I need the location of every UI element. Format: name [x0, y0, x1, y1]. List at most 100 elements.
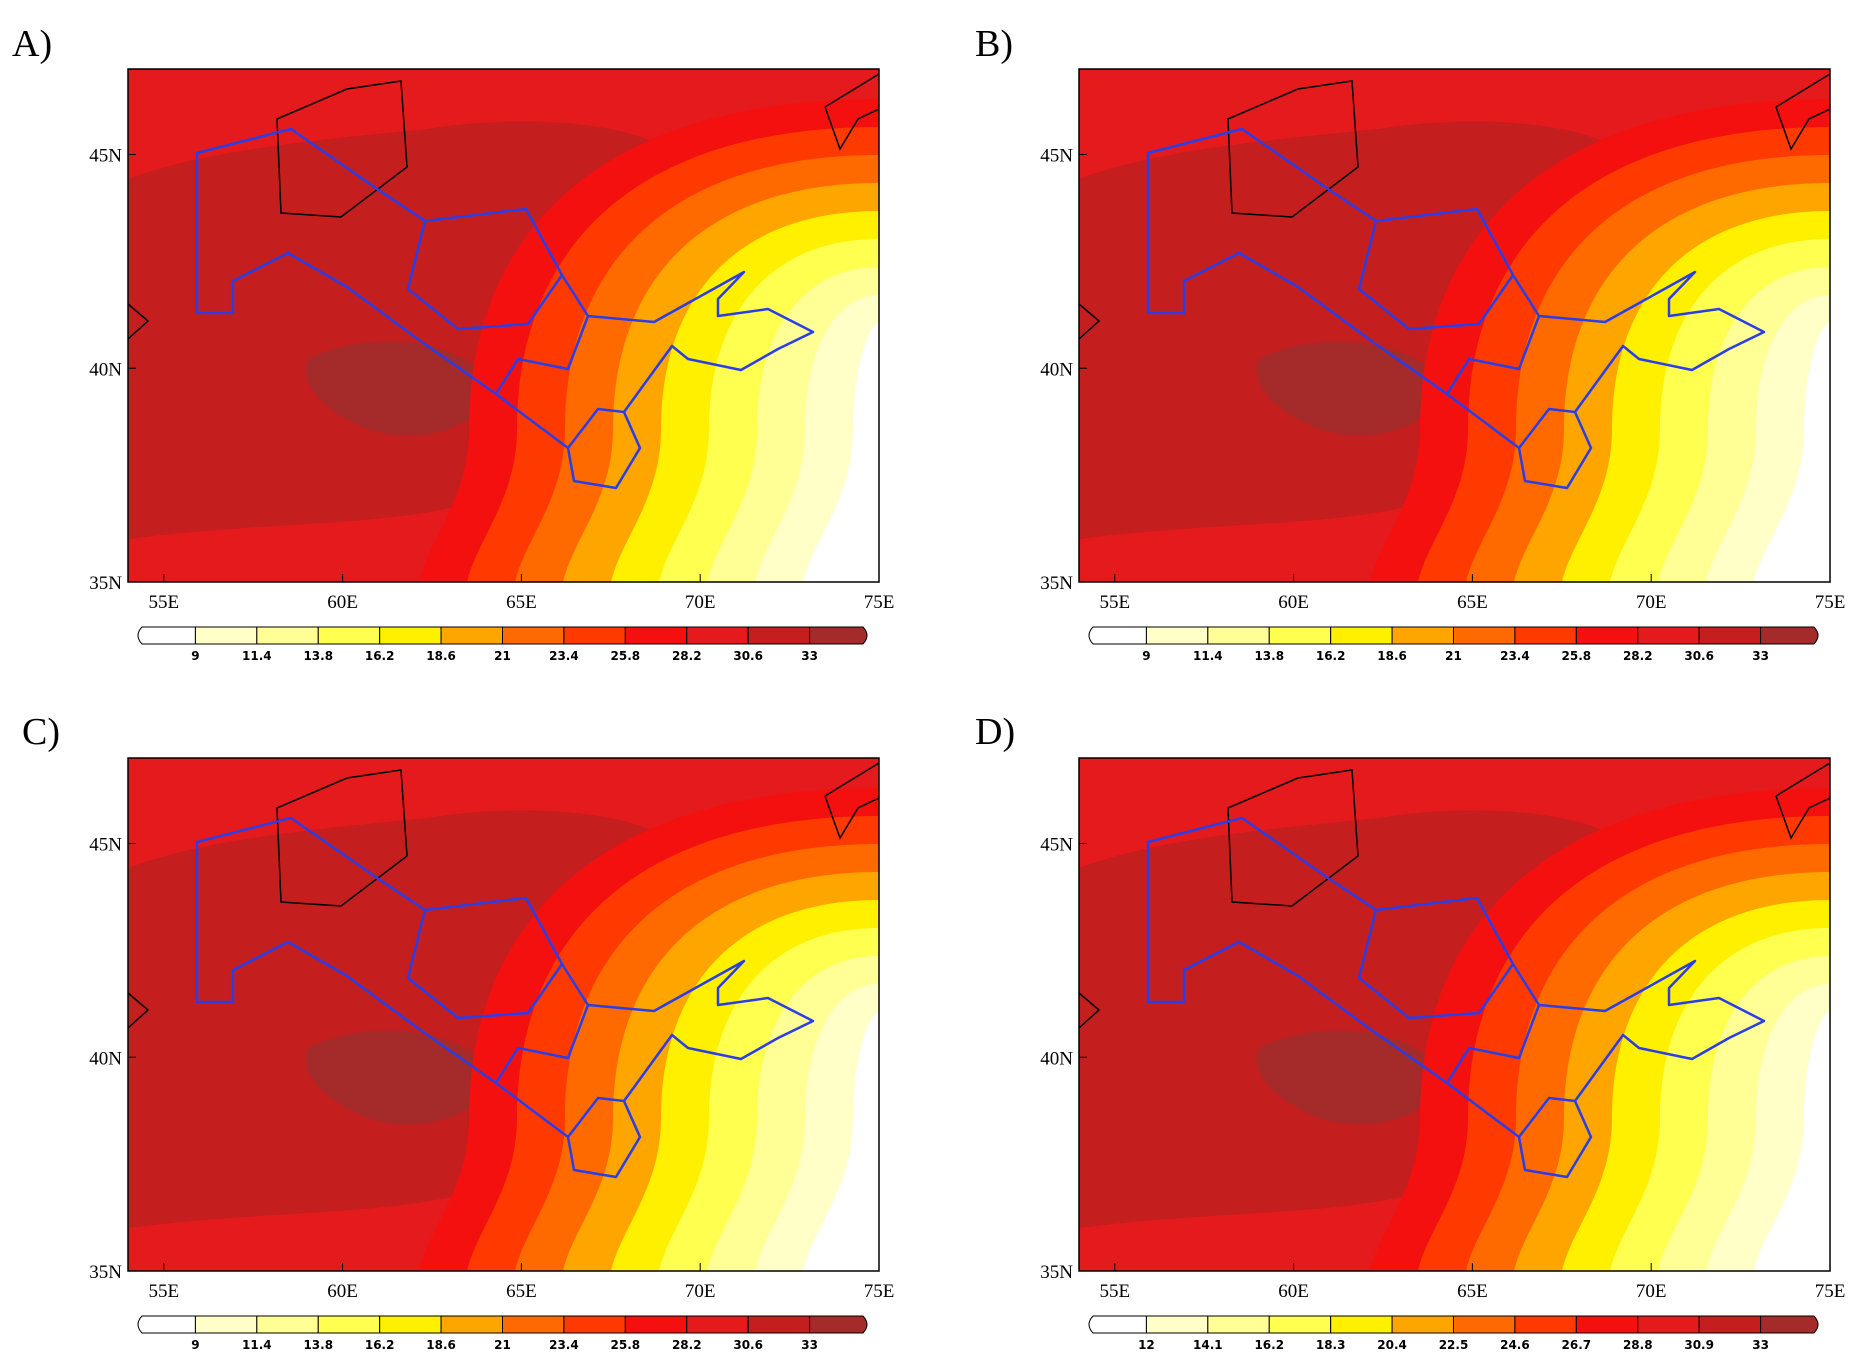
colorbar-end — [1088, 1315, 1147, 1334]
colorbar-end — [137, 626, 196, 645]
y-tick-label: 45N — [89, 835, 122, 856]
map-field — [128, 758, 879, 1271]
colorbar-label: 9 — [191, 649, 199, 663]
colorbar-box — [747, 626, 811, 645]
colorbar-label: 30.6 — [733, 1338, 763, 1352]
colorbar-box — [379, 1315, 442, 1334]
colorbar-label: 33 — [801, 1338, 818, 1352]
colorbar-end — [809, 1315, 868, 1334]
panel-label: A) — [12, 23, 52, 65]
colorbar-end — [1760, 1315, 1819, 1334]
colorbar-box — [256, 626, 319, 645]
colorbar-label: 9 — [1142, 649, 1150, 663]
colorbar-box — [686, 626, 749, 645]
colorbar-box — [1145, 1315, 1209, 1334]
x-tick-label: 60E — [1278, 1281, 1309, 1302]
colorbar-label: 13.8 — [1254, 649, 1284, 663]
colorbar-label: 13.8 — [303, 649, 333, 663]
colorbar-box — [317, 626, 381, 645]
colorbar-label: 33 — [1752, 649, 1769, 663]
country-border — [128, 762, 879, 1029]
y-tick-label: 35N — [1040, 573, 1073, 594]
field-band — [803, 323, 879, 582]
colorbar-label: 23.4 — [549, 1338, 579, 1352]
colorbar-box — [747, 1315, 811, 1334]
map-panel: 55E 60E 65E 70E 75E 35N 40N 45N 9 11.4 13.8 16.2 18.… — [89, 68, 895, 663]
colorbar-label: 11.4 — [242, 649, 272, 663]
field-highest — [305, 341, 489, 436]
x-tick-label: 55E — [1099, 1281, 1130, 1302]
y-tick-label: 45N — [89, 146, 122, 167]
colorbar-box — [1268, 626, 1332, 645]
region-border — [195, 816, 815, 1179]
colorbar-label: 25.8 — [1562, 649, 1592, 663]
colorbar-label: 18.6 — [426, 1338, 456, 1352]
colorbar-label: 30.6 — [733, 649, 763, 663]
colorbar-label: 16.2 — [365, 1338, 395, 1352]
x-tick-label: 65E — [1457, 1281, 1488, 1302]
region-border — [1146, 127, 1766, 490]
colorbar-label: 28.2 — [672, 1338, 702, 1352]
x-tick-label: 65E — [506, 592, 537, 613]
colorbar-label: 28.2 — [672, 649, 702, 663]
country-border — [128, 73, 879, 340]
colorbar-end — [1760, 626, 1819, 645]
colorbar-box — [624, 626, 688, 645]
y-tick-label: 40N — [1040, 1048, 1073, 1069]
colorbar-label: 23.4 — [549, 649, 579, 663]
colorbar-box — [1698, 626, 1762, 645]
colorbar-label: 33 — [1752, 1338, 1769, 1352]
y-tick-label: 45N — [1040, 835, 1073, 856]
colorbar-label: 16.2 — [1254, 1338, 1284, 1352]
x-tick-label: 55E — [148, 1281, 179, 1302]
x-tick-label: 65E — [1457, 592, 1488, 613]
colorbar-box — [1207, 1315, 1270, 1334]
colorbar-box — [1391, 1315, 1455, 1334]
colorbar-box — [563, 626, 626, 645]
colorbar-box — [1268, 1315, 1332, 1334]
country-border — [1079, 762, 1830, 1029]
y-tick-label: 45N — [1040, 146, 1073, 167]
plot-frame — [127, 68, 880, 583]
colorbar-box — [1145, 626, 1209, 645]
colorbar-box — [1453, 626, 1516, 645]
y-tick-label: 35N — [89, 1262, 122, 1283]
colorbar-box — [686, 1315, 749, 1334]
colorbar-label: 30.6 — [1684, 649, 1714, 663]
country-border — [1079, 73, 1830, 340]
colorbar-box — [1453, 1315, 1516, 1334]
plot-frame — [1078, 757, 1831, 1272]
map-panel: 55E 60E 65E 70E 75E 35N 40N 45N 9 11.4 13.8 16.2 18.… — [89, 757, 895, 1352]
field-band — [803, 1012, 879, 1271]
x-tick-label: 70E — [1636, 1281, 1667, 1302]
y-tick-label: 40N — [89, 1048, 122, 1069]
field-highest — [1256, 1030, 1440, 1125]
colorbar-label: 12 — [1138, 1338, 1155, 1352]
colorbar-box — [502, 1315, 565, 1334]
x-tick-label: 75E — [864, 592, 895, 613]
colorbar-label: 28.8 — [1623, 1338, 1653, 1352]
y-tick-label: 35N — [1040, 1262, 1073, 1283]
x-tick-label: 55E — [148, 592, 179, 613]
colorbar-box — [1575, 626, 1639, 645]
x-tick-label: 65E — [506, 1281, 537, 1302]
x-tick-label: 75E — [864, 1281, 895, 1302]
colorbar-box — [1698, 1315, 1762, 1334]
colorbar-box — [317, 1315, 381, 1334]
colorbar-end — [1088, 626, 1147, 645]
colorbar-box — [1207, 626, 1270, 645]
colorbar-box — [563, 1315, 626, 1334]
region-border — [195, 127, 815, 490]
colorbar-box — [1637, 1315, 1700, 1334]
colorbar-box — [1637, 626, 1700, 645]
colorbar-label: 18.6 — [1377, 649, 1407, 663]
colorbar-box — [1330, 626, 1393, 645]
colorbar-label: 18.6 — [426, 649, 456, 663]
map-field — [1079, 69, 1830, 582]
field-band — [1754, 1012, 1830, 1271]
colorbar-label: 25.8 — [611, 649, 641, 663]
panel-label: C) — [22, 711, 60, 753]
map-panel: 55E 60E 65E 70E 75E 35N 40N 45N 9 11.4 13.8 16.2 18.… — [1040, 68, 1845, 663]
colorbar-box — [440, 626, 504, 645]
